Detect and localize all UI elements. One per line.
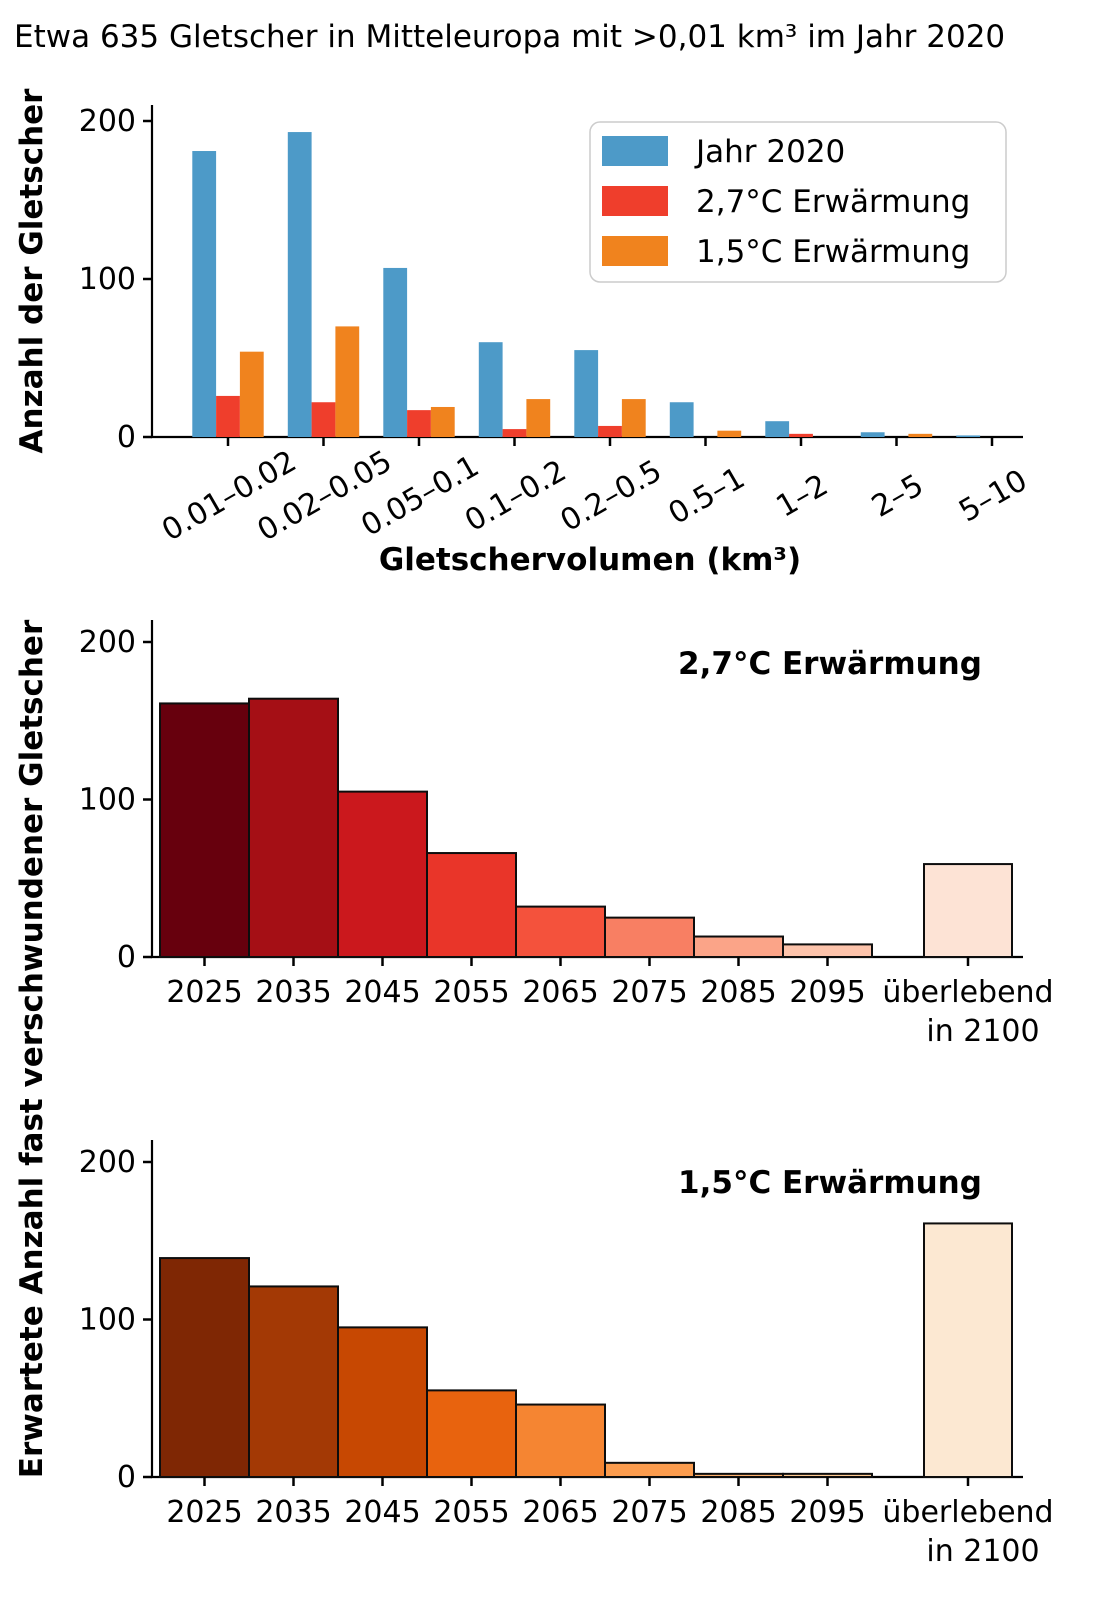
- top-xlabel: Gletschervolumen (km³): [379, 542, 801, 578]
- bar-0.5–1-Jahr 2020: [669, 402, 694, 437]
- bar-2065: [515, 1403, 606, 1479]
- bar-2025: [159, 702, 250, 958]
- bar-überlebend: [923, 1222, 1013, 1479]
- x-tick-label: 2035: [255, 1495, 331, 1530]
- x-tick-label-line2: in 2100: [926, 1534, 1039, 1569]
- bar-0.2–0.5-1,5°C Erwärmung: [621, 399, 646, 437]
- bar-0.2–0.5-Jahr 2020: [574, 350, 599, 437]
- bar-0.01–0.02-Jahr 2020: [192, 151, 217, 437]
- y-tick-label: 200: [79, 625, 136, 660]
- x-tick-label: 2055: [433, 975, 509, 1010]
- x-tick-label: 2085: [700, 1495, 776, 1530]
- top-ylabel: Anzahl der Gletscher: [14, 88, 50, 454]
- y-tick-label: 0: [117, 1460, 136, 1495]
- x-tick-label: 1–2: [770, 468, 834, 525]
- bar-2075: [604, 916, 695, 958]
- x-tick-label-line2: in 2100: [926, 1014, 1039, 1049]
- legend-swatch-1-5c: [602, 236, 668, 266]
- bar-0.1–0.2-Jahr 2020: [478, 342, 503, 437]
- x-tick-label: 2095: [789, 1495, 865, 1530]
- bar-2075: [604, 1461, 695, 1478]
- y-tick-label: 100: [79, 262, 136, 297]
- x-tick-label: 2085: [700, 975, 776, 1010]
- bar-0.05–0.1-2,7°C Erwärmung: [407, 410, 431, 437]
- legend-label-jahr-2020: Jahr 2020: [694, 134, 845, 170]
- bar-2035: [248, 1285, 339, 1479]
- x-tick-label: überlebend: [882, 1495, 1053, 1530]
- legend-label-1-5c: 1,5°C Erwärmung: [696, 234, 970, 270]
- legend-box: [589, 121, 1007, 283]
- chart-27c-title: 2,7°C Erwärmung: [678, 646, 982, 682]
- y-tick-label: 100: [79, 1303, 136, 1338]
- x-tick-label: überlebend: [882, 975, 1053, 1010]
- legend: Jahr 2020 2,7°C Erwärmung 1,5°C Erwärmun…: [589, 121, 1007, 283]
- y-tick-label: 200: [79, 104, 136, 139]
- bar-0.01–0.02-2,7°C Erwärmung: [216, 395, 240, 437]
- bar-2055: [426, 852, 517, 958]
- y-tick-label: 0: [117, 420, 136, 455]
- x-tick-label: 2045: [344, 1495, 420, 1530]
- bar-2045: [337, 1326, 428, 1478]
- bar-2085: [693, 935, 784, 959]
- x-tick-label: 5–10: [953, 463, 1033, 529]
- bar-2045: [337, 790, 428, 958]
- bar-0.1–0.2-1,5°C Erwärmung: [526, 399, 551, 437]
- bar-0.5–1-1,5°C Erwärmung: [717, 430, 742, 437]
- x-tick-label: 2055: [433, 1495, 509, 1530]
- bar-2095: [782, 943, 873, 959]
- y-tick-label: 100: [79, 783, 136, 818]
- bar-0.05–0.1-Jahr 2020: [383, 267, 408, 437]
- bar-2055: [426, 1389, 517, 1478]
- legend-label-2-7c: 2,7°C Erwärmung: [696, 184, 970, 220]
- bar-0.2–0.5-2,7°C Erwärmung: [598, 425, 622, 437]
- bar-1–2-Jahr 2020: [765, 421, 790, 437]
- x-tick-label: 2065: [522, 1495, 598, 1530]
- figure-title: Etwa 635 Gletscher in Mitteleuropa mit >…: [14, 19, 1005, 55]
- bar-2095: [782, 1472, 873, 1478]
- chart-15c-title: 1,5°C Erwärmung: [678, 1165, 982, 1201]
- bar-1–2-2,7°C Erwärmung: [789, 433, 813, 437]
- y-tick-label: 200: [79, 1145, 136, 1180]
- legend-swatch-2-7c: [602, 186, 668, 216]
- bar-2025: [159, 1257, 250, 1478]
- x-tick-label: 2065: [522, 975, 598, 1010]
- x-tick-label: 2025: [166, 975, 242, 1010]
- x-tick-label: 0.5–1: [663, 461, 751, 532]
- bar-5–10-Jahr 2020: [956, 435, 981, 437]
- x-tick-label: 2045: [344, 975, 420, 1010]
- bar-0.02–0.05-2,7°C Erwärmung: [311, 402, 336, 437]
- x-tick-label: 2035: [255, 975, 331, 1010]
- bar-2035: [248, 697, 339, 958]
- legend-swatch-jahr-2020: [602, 136, 668, 166]
- y-tick-label: 0: [117, 940, 136, 975]
- x-tick-label: 0.2–0.5: [555, 453, 668, 539]
- bar-2–5-Jahr 2020: [860, 432, 885, 437]
- lower-shared-ylabel: Erwartete Anzahl fast verschwundener Gle…: [14, 619, 50, 1478]
- chart-27c-erwaermung: 0 100 200 2025 2035 2045 2055 2065 2075 2085 2095 ü…: [79, 620, 1054, 1049]
- bar-überlebend: [923, 863, 1013, 959]
- bar-0.1–0.2-2,7°C Erwärmung: [502, 429, 527, 437]
- bar-0.02–0.05-1,5°C Erwärmung: [335, 326, 360, 437]
- bar-0.02–0.05-Jahr 2020: [287, 132, 312, 437]
- bar-0.05–0.1-1,5°C Erwärmung: [430, 406, 455, 437]
- chart-15c-erwaermung: 0 100 200 2025 2035 2045 2055 2065 2075 2085 2095 ü…: [79, 1140, 1054, 1569]
- x-tick-label: 2075: [611, 975, 687, 1010]
- bar-2–5-1,5°C Erwärmung: [908, 433, 933, 437]
- bar-2085: [693, 1472, 784, 1478]
- x-tick-label: 2025: [166, 1495, 242, 1530]
- x-tick-label: 2095: [789, 975, 865, 1010]
- bar-0.01–0.02-1,5°C Erwärmung: [239, 351, 264, 437]
- bar-2065: [515, 905, 606, 958]
- x-tick-label: 2–5: [866, 468, 930, 525]
- x-tick-label: 2075: [611, 1495, 687, 1530]
